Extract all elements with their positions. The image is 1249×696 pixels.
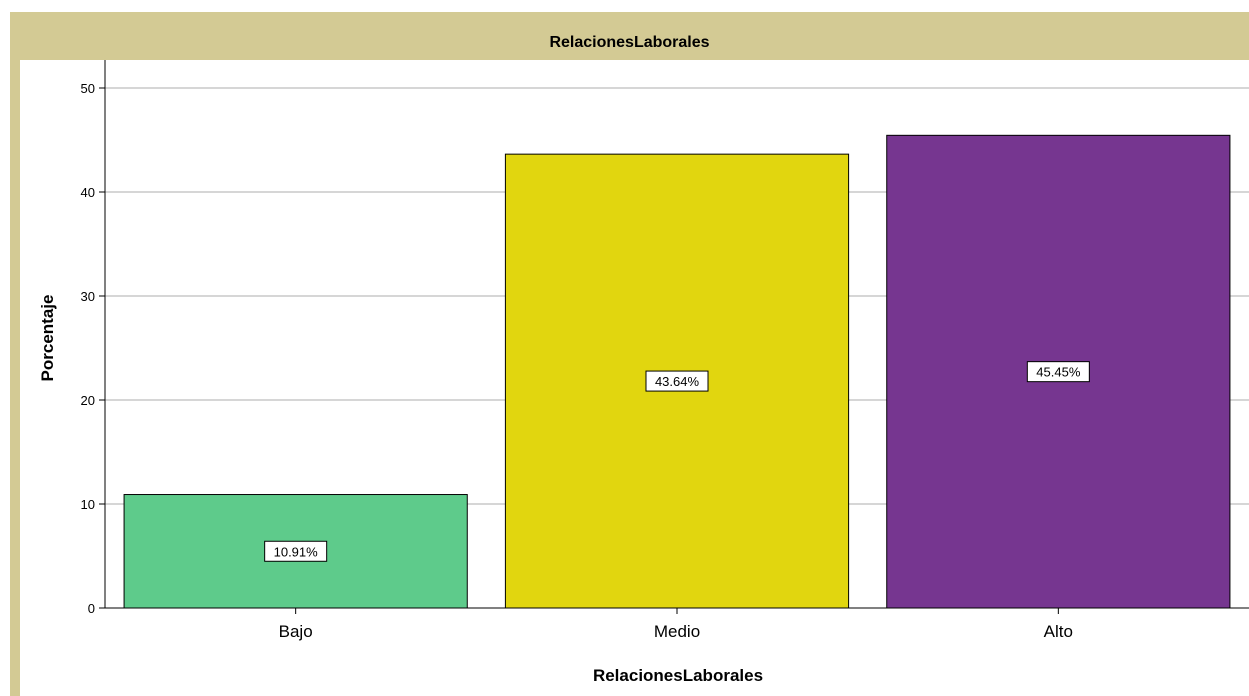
data-label: 10.91%: [274, 544, 319, 559]
x-axis-title: RelacionesLaborales: [593, 666, 763, 685]
data-label-box: [264, 540, 328, 562]
data-labels: 10.91% 43.64% 45.45%: [264, 361, 1090, 562]
y-tick-label: 30: [81, 289, 95, 304]
y-axis-title: Porcentaje: [38, 295, 57, 382]
data-label-box: [645, 370, 709, 392]
y-tick-label: 40: [81, 185, 95, 200]
y-tick-label: 0: [88, 601, 95, 616]
data-label: 43.64%: [655, 374, 700, 389]
chart-title: RelacionesLaborales: [549, 34, 710, 51]
x-tick-label: Alto: [1044, 622, 1073, 641]
y-tick-label: 10: [81, 497, 95, 512]
x-tick-label: Bajo: [279, 622, 313, 641]
data-label-box: [1026, 361, 1090, 383]
x-axis-categories: Bajo Medio Alto: [279, 608, 1073, 641]
y-axis-ticks: 0 10 20 30 40 50: [81, 81, 105, 616]
data-label: 45.45%: [1036, 365, 1081, 380]
y-tick-label: 20: [81, 393, 95, 408]
x-tick-label: Medio: [654, 622, 700, 641]
y-tick-label: 50: [81, 81, 95, 96]
